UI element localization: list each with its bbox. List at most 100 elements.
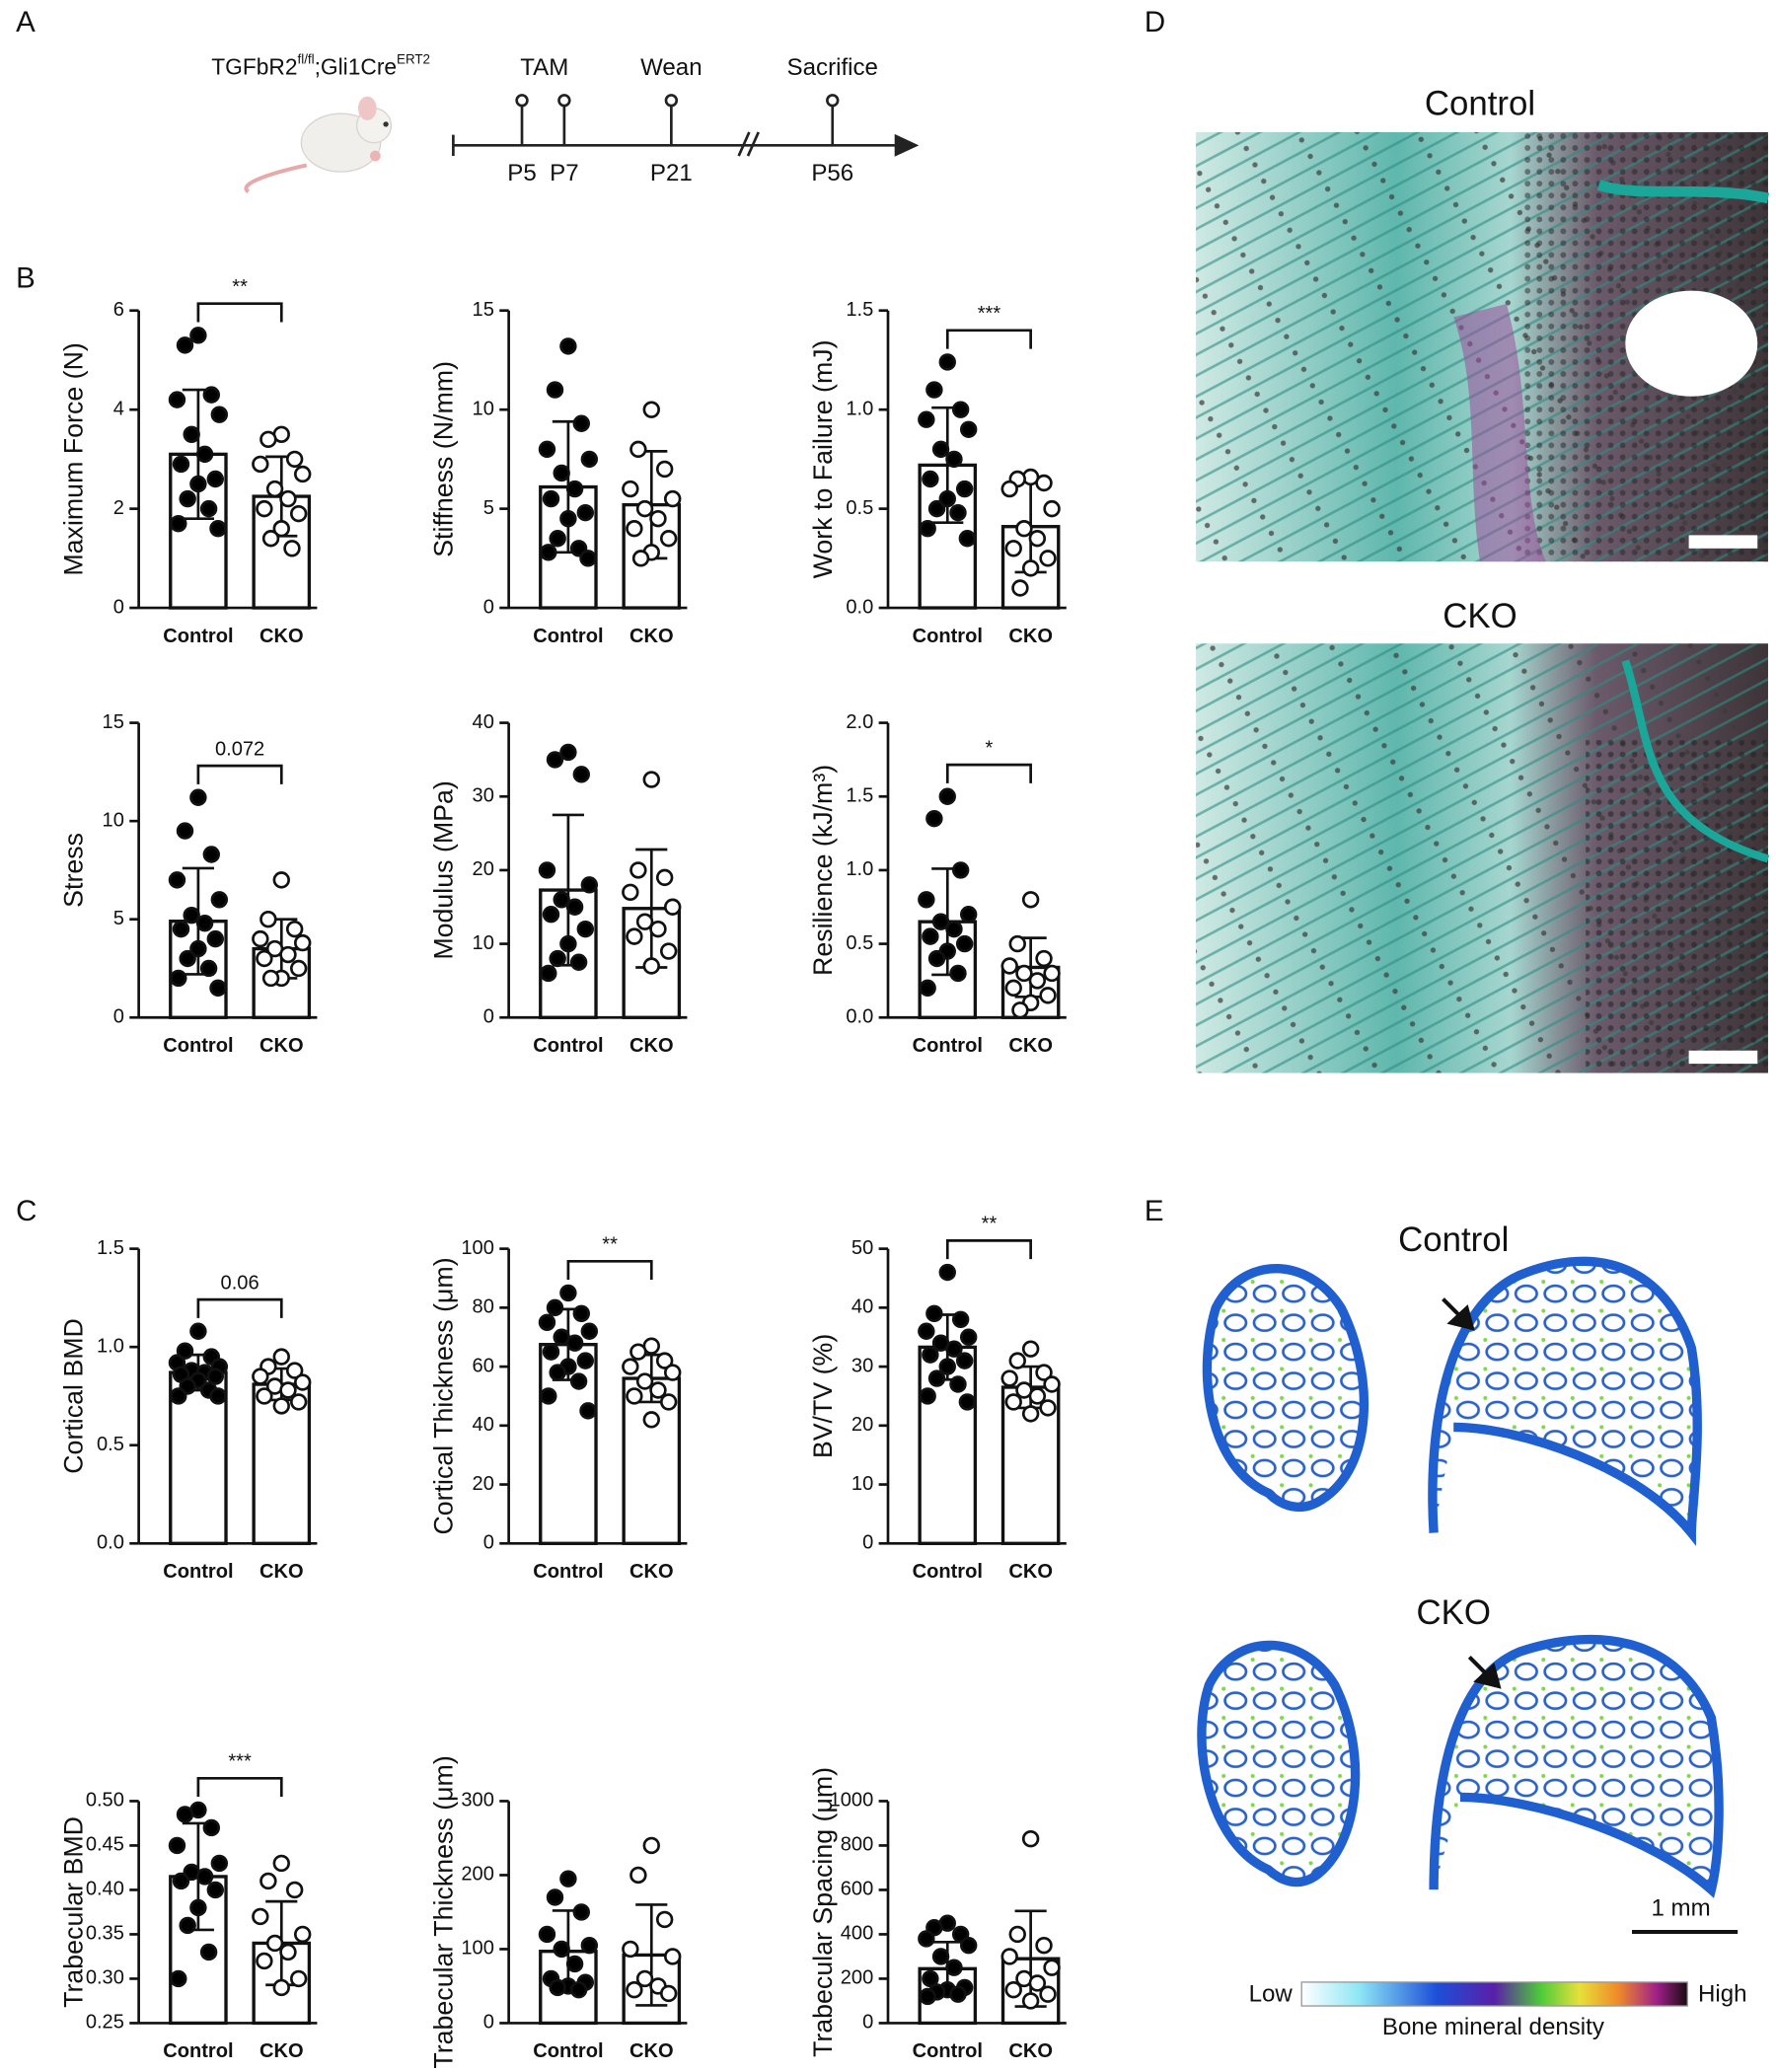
data-point (949, 964, 967, 983)
significance-bracket (945, 1239, 1032, 1260)
y-tick-label: 800 (841, 1834, 874, 1856)
y-tick-label: 1.5 (846, 299, 873, 321)
x-tick-label: CKO (259, 1035, 304, 1057)
data-point (949, 1985, 967, 2003)
data-point (272, 520, 290, 538)
y-tick-label: 20 (473, 1473, 494, 1495)
y-axis-label: Work to Failure (mJ) (808, 339, 838, 578)
day-label: P7 (550, 160, 578, 186)
day-label: P5 (507, 160, 536, 186)
data-point (949, 503, 967, 522)
y-tick-label: 400 (841, 1923, 874, 1945)
x-tick-label: CKO (259, 2040, 304, 2062)
data-point (272, 1978, 290, 1997)
data-point (629, 440, 647, 459)
data-point (655, 868, 674, 887)
data-point (538, 861, 556, 879)
y-tick-label: 0 (483, 1532, 494, 1554)
data-point (1035, 949, 1053, 968)
y-tick-label: 5 (113, 908, 124, 929)
data-point (559, 743, 577, 762)
bar (539, 1343, 598, 1545)
x-tick-label: CKO (1008, 626, 1053, 647)
panel-label: D (1145, 6, 1165, 38)
data-point (938, 1263, 956, 1282)
data-point (199, 959, 218, 978)
event-label: Sacrifice (787, 54, 878, 81)
data-point (919, 1387, 936, 1405)
data-point (549, 1978, 566, 1997)
data-point (293, 1925, 312, 1944)
y-tick-label: 200 (841, 1967, 874, 1989)
y-tick-label: 0 (113, 596, 124, 618)
y-tick-label: 6 (113, 299, 124, 321)
data-point (272, 1348, 290, 1366)
y-axis-label: Stress (58, 833, 88, 908)
significance-label: ** (232, 276, 248, 298)
data-point (293, 933, 312, 952)
data-point (663, 1364, 682, 1381)
data-point (1000, 1369, 1018, 1387)
data-point (1004, 1980, 1022, 1999)
y-tick-label: 80 (473, 1296, 494, 1318)
data-point (259, 1872, 277, 1890)
data-point (559, 337, 577, 355)
y-tick-label: 0.25 (86, 2012, 124, 2034)
data-point (642, 1411, 660, 1429)
x-tick-label: Control (533, 626, 603, 647)
y-tick-label: 0 (483, 2012, 494, 2034)
y-axis-label: Cortical Thickness (μm) (428, 1257, 458, 1534)
data-point (285, 450, 304, 469)
data-point (649, 1381, 667, 1399)
data-point (925, 1918, 943, 1937)
data-point (256, 499, 273, 518)
data-point (580, 1322, 599, 1340)
data-point (279, 1943, 297, 1961)
histology-image (1196, 643, 1770, 1073)
data-point (189, 788, 207, 806)
panel-label: A (16, 6, 36, 38)
y-tick-label: 300 (461, 1790, 494, 1812)
data-point (206, 470, 225, 488)
timeline-axis (452, 94, 920, 157)
data-point (1028, 1387, 1047, 1405)
x-tick-label: Control (913, 1561, 983, 1583)
data-point (1039, 987, 1057, 1004)
data-point (922, 1346, 939, 1364)
data-point (256, 1952, 273, 1970)
data-point (189, 1322, 207, 1340)
data-point (1021, 559, 1040, 577)
data-point (202, 1818, 220, 1837)
data-point (649, 509, 667, 528)
data-point (918, 891, 935, 909)
data-point (252, 1368, 269, 1385)
x-tick-label: CKO (259, 626, 304, 647)
data-point (919, 1987, 936, 2006)
y-tick-label: 1.0 (846, 858, 873, 880)
significance-bracket (196, 764, 283, 784)
data-point (289, 1969, 308, 1988)
data-point (176, 1806, 194, 1823)
data-point (1015, 964, 1033, 983)
y-tick-label: 0 (862, 1532, 873, 1554)
data-point (622, 883, 639, 902)
y-tick-label: 30 (851, 1355, 873, 1376)
data-point (209, 979, 227, 998)
data-point (1043, 964, 1061, 983)
data-point (1000, 1948, 1018, 1965)
x-tick-label: Control (163, 2040, 233, 2062)
data-point (289, 504, 308, 523)
data-point (1000, 957, 1018, 975)
microct-image (1197, 1256, 1724, 1898)
data-point (918, 410, 935, 428)
y-tick-label: 10 (851, 1473, 873, 1495)
data-point (170, 1387, 187, 1405)
data-point (553, 464, 570, 482)
data-point (635, 1969, 654, 1988)
y-tick-label: 100 (461, 1237, 494, 1259)
data-point (579, 550, 597, 567)
y-tick-label: 40 (851, 1296, 873, 1318)
significance-label: *** (978, 303, 1001, 325)
